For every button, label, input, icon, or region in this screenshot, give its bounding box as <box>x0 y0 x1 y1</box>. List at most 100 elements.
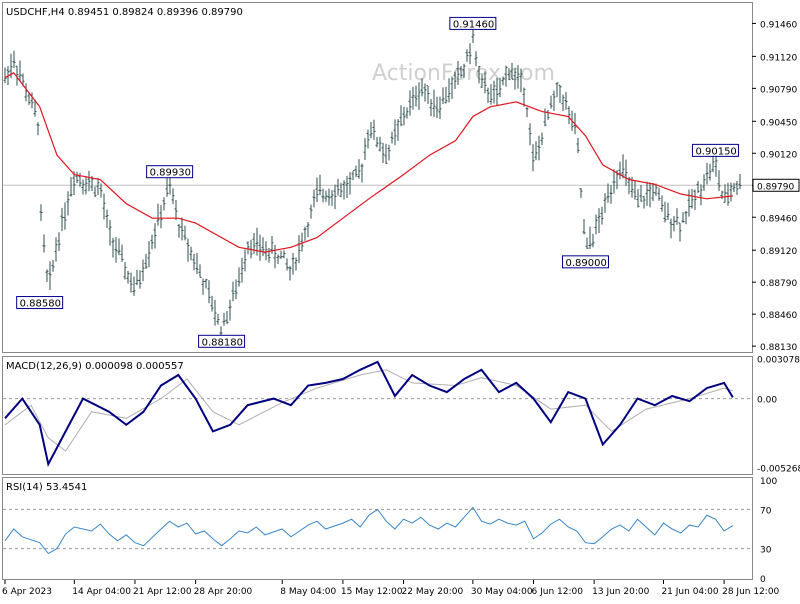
ohlc-bar <box>603 193 607 213</box>
ohlc-bar <box>273 244 277 269</box>
ohlc-bar <box>720 190 724 200</box>
price-annotation-label: 0.90150 <box>695 146 736 157</box>
ohlc-bar <box>180 217 184 241</box>
ohlc-bar <box>27 92 31 105</box>
ohlc-bar <box>423 83 427 102</box>
axes-layer: 0.91460 0.91120 0.90790 0.90450 0.90120 0.897… <box>2 20 800 597</box>
ohlc-bar <box>348 172 352 195</box>
ohlc-bar <box>588 226 592 249</box>
ohlc-bar <box>96 177 100 195</box>
price-y-tick-label: 0.88460 <box>760 311 797 321</box>
price-annotation-label: 0.91460 <box>453 19 494 30</box>
ohlc-bar <box>381 142 385 164</box>
ohlc-bar <box>294 257 298 271</box>
ohlc-bar <box>204 278 208 289</box>
ohlc-bar <box>15 65 19 86</box>
ohlc-bar <box>543 108 547 127</box>
rsi-y-tick-label: 30 <box>760 546 772 556</box>
ohlc-bar <box>609 185 613 204</box>
ohlc-bar <box>501 76 505 86</box>
ohlc-bar <box>591 233 595 248</box>
ohlc-bar <box>132 276 136 296</box>
x-tick-label: 28 Apr 20:00 <box>194 587 253 597</box>
ohlc-bar <box>153 223 157 249</box>
ohlc-bar <box>303 226 307 241</box>
ohlc-bar <box>699 184 703 206</box>
ohlc-bar <box>87 170 91 192</box>
rsi-line <box>4 506 734 555</box>
ohlc-bar <box>408 90 412 116</box>
ohlc-bar <box>306 221 310 238</box>
ohlc-bar <box>480 74 484 88</box>
rsi-y-tick-label: 0 <box>760 575 766 585</box>
ohlc-bar <box>327 188 331 206</box>
ohlc-bar <box>198 264 202 278</box>
ohlc-bar <box>342 180 346 200</box>
ohlc-bar <box>399 105 403 127</box>
ohlc-bar <box>69 177 73 197</box>
ohlc-bar <box>555 82 559 98</box>
ohlc-bar <box>444 86 448 104</box>
ohlc-bar <box>651 182 655 202</box>
ohlc-bar <box>207 280 211 304</box>
ohlc-bar <box>438 96 442 119</box>
ohlc-bar <box>507 68 511 81</box>
ohlc-bar <box>177 223 181 238</box>
price-annotation-label: 0.89000 <box>565 258 606 269</box>
ohlc-bar <box>561 94 565 112</box>
ohlc-bar <box>309 204 313 219</box>
macd-y-tick-label: -0.005268 <box>757 465 800 475</box>
ohlc-bar <box>171 188 175 205</box>
ohlc-bar <box>336 178 340 196</box>
ohlc-bar <box>216 313 220 325</box>
ohlc-bar <box>36 122 40 136</box>
ohlc-bar <box>678 222 682 242</box>
ohlc-bar <box>483 71 487 94</box>
ohlc-bar <box>45 269 49 282</box>
ohlc-bar <box>684 211 688 225</box>
ohlc-bar <box>537 135 541 161</box>
ohlc-bar <box>705 162 709 185</box>
ohlc-bar <box>429 99 433 117</box>
ohlc-bar <box>84 176 88 195</box>
ohlc-bar <box>264 241 268 261</box>
ohlc-bar <box>594 214 598 235</box>
ohlc-bar <box>378 136 382 152</box>
ohlc-bar <box>333 184 337 210</box>
macd-panel-frame <box>2 356 753 475</box>
ohlc-bar <box>582 218 586 235</box>
ohlc-bar <box>411 86 415 110</box>
watermark: ActionForex.com <box>372 61 555 86</box>
rsi-panel-title: RSI(14) 53.4541 <box>6 482 87 493</box>
ohlc-bar <box>528 123 532 146</box>
ohlc-bar <box>693 189 697 210</box>
ohlc-bar <box>291 253 295 275</box>
ohlc-bar <box>354 165 358 178</box>
ohlc-bar <box>156 203 160 226</box>
ohlc-bar <box>417 82 421 110</box>
ohlc-bar <box>243 249 247 272</box>
ohlc-bar <box>81 179 85 195</box>
x-tick-label: 13 Jun 20:00 <box>592 587 649 597</box>
ohlc-bar <box>231 281 235 302</box>
ohlc-bar <box>660 195 664 212</box>
ohlc-bar <box>558 84 562 104</box>
ohlc-bar <box>414 85 418 107</box>
ohlc-bar <box>246 241 250 255</box>
ohlc-bar <box>465 49 469 62</box>
ohlc-bar <box>282 250 286 259</box>
ohlc-bar <box>174 200 178 221</box>
current-price-tag-label: 0.89790 <box>757 182 794 192</box>
ohlc-bar <box>498 77 502 98</box>
ohlc-bar <box>18 60 22 82</box>
price-y-tick-label: 0.88130 <box>760 343 797 353</box>
ohlc-bar <box>183 225 187 241</box>
ohlc-bar <box>642 196 646 209</box>
macd-signal-line <box>4 369 733 452</box>
ohlc-bar <box>540 132 544 146</box>
ohlc-bar <box>222 312 226 326</box>
x-tick-label: 14 Apr 04:00 <box>72 587 131 597</box>
ohlc-bar <box>564 91 568 110</box>
ohlc-bar <box>477 65 481 84</box>
